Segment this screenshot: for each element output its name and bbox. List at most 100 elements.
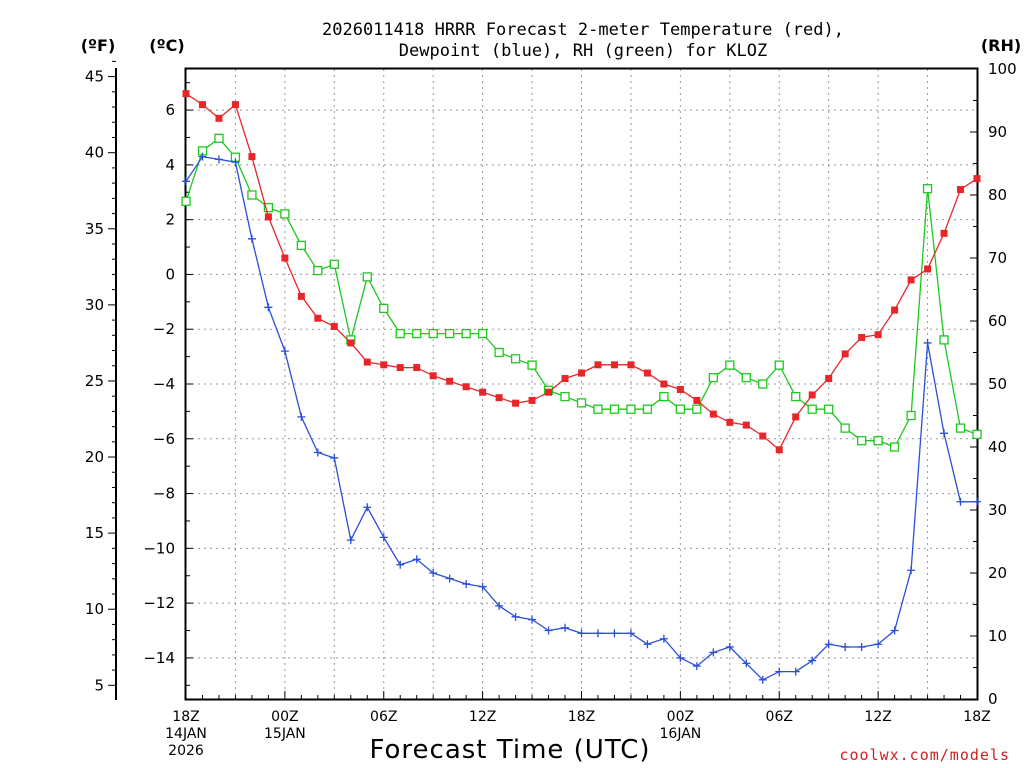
temperature-point	[891, 306, 899, 314]
rh-point	[280, 209, 290, 219]
temperature-point	[742, 421, 750, 429]
temperature-point	[874, 331, 882, 339]
rh-point	[873, 436, 883, 446]
rh-point	[741, 373, 751, 383]
dewpoint-point	[247, 234, 256, 243]
celsius-tick-label: 6	[165, 101, 175, 119]
celsius-tick-label: −4	[153, 375, 175, 393]
dewpoint-point	[561, 623, 570, 632]
dewpoint-series	[182, 152, 981, 684]
rh-point	[725, 360, 735, 370]
temperature-point	[231, 101, 239, 109]
rh-point	[824, 404, 834, 414]
temperature-point	[858, 333, 866, 341]
temperature-point	[330, 322, 338, 330]
dewpoint-point	[330, 453, 339, 462]
dewpoint-point	[841, 642, 850, 651]
data-series	[181, 90, 982, 684]
fahrenheit-tick-label: 10	[85, 600, 104, 618]
rh-unit-label: (RH)	[981, 36, 1021, 55]
x-tick-label: 06Z	[766, 709, 793, 725]
rh-point	[412, 328, 422, 339]
temperature-point	[297, 292, 305, 300]
rh-tick-label: 60	[988, 312, 1007, 330]
x-tick-label: 06Z	[370, 709, 397, 725]
plot-frame	[184, 67, 979, 701]
rh-tick-label: 0	[988, 690, 998, 708]
temperature-point	[380, 361, 388, 369]
temperature-point	[198, 101, 206, 109]
rh-point	[379, 303, 389, 314]
temperature-point	[363, 358, 371, 366]
x-tick-label: 12Z	[864, 709, 891, 725]
x-tick-label: 18Z	[963, 709, 990, 725]
fahrenheit-tick-label: 35	[85, 220, 104, 238]
rh-point	[362, 272, 372, 282]
dewpoint-point	[791, 667, 800, 676]
temperature-point	[545, 388, 553, 396]
rh-point	[609, 404, 620, 414]
x-tick-label: 2026	[168, 743, 204, 759]
dewpoint-point	[907, 566, 916, 575]
dewpoint-point	[214, 155, 223, 164]
rh-point	[461, 328, 471, 339]
dewpoint-point	[824, 640, 833, 649]
dewpoint-point	[857, 642, 866, 651]
celsius-tick-label: −8	[153, 485, 175, 503]
temperature-point	[676, 385, 684, 393]
rh-point	[313, 265, 323, 276]
rh-point	[626, 404, 636, 414]
rh-point	[939, 335, 949, 345]
rh-point	[576, 398, 587, 408]
temperature-point	[495, 394, 503, 402]
temperature-point	[347, 339, 355, 347]
celsius-tick-label: −12	[143, 594, 175, 612]
dewpoint-point	[940, 429, 949, 438]
x-tick-label: 00Z	[667, 709, 694, 725]
temperature-point	[627, 361, 635, 369]
fahrenheit-tick-label: 30	[85, 296, 104, 314]
dewpoint-point	[429, 569, 438, 577]
dewpoint-point	[775, 667, 784, 676]
dewpoint-point	[709, 648, 718, 657]
rh-point	[758, 379, 768, 389]
rh-point	[181, 196, 191, 206]
temperature-point	[561, 375, 569, 383]
x-tick-label: 18Z	[568, 709, 595, 725]
temperature-point	[512, 399, 520, 407]
fahrenheit-tick-label: 25	[85, 372, 104, 390]
temperature-series	[182, 90, 981, 454]
dewpoint-point	[676, 653, 685, 662]
rh-point	[296, 240, 307, 251]
rh-point	[477, 328, 488, 339]
celsius-tick-label: −2	[153, 320, 175, 338]
temperature-point	[825, 375, 833, 383]
dewpoint-point	[808, 656, 817, 665]
x-tick-label: 16JAN	[660, 726, 702, 742]
dewpoint-point	[396, 560, 405, 569]
fahrenheit-unit-label: (ºF)	[81, 36, 116, 55]
rh-point	[889, 442, 900, 452]
temperature-point	[594, 361, 602, 369]
rh-point	[510, 354, 521, 364]
temperature-point	[726, 418, 734, 426]
celsius-unit-label: (ºC)	[149, 36, 184, 55]
temperature-point	[215, 114, 223, 122]
dewpoint-point	[478, 582, 487, 591]
rh-point	[692, 404, 702, 414]
rh-point	[791, 391, 801, 402]
celsius-tick-label: 0	[165, 265, 175, 283]
rh-point	[560, 391, 570, 402]
dewpoint-point	[593, 629, 602, 638]
celsius-tick-label: 2	[165, 211, 175, 229]
dewpoint-point	[692, 662, 701, 671]
dewpoint-point	[610, 629, 619, 638]
temperature-point	[528, 396, 536, 404]
dewpoint-point	[313, 448, 322, 457]
dewpoint-point	[973, 497, 981, 506]
dewpoint-point	[462, 579, 471, 588]
temperature-point	[775, 446, 783, 454]
dewpoint-point	[659, 634, 668, 643]
rh-tick-label: 20	[988, 564, 1007, 582]
temperature-point	[940, 229, 948, 237]
